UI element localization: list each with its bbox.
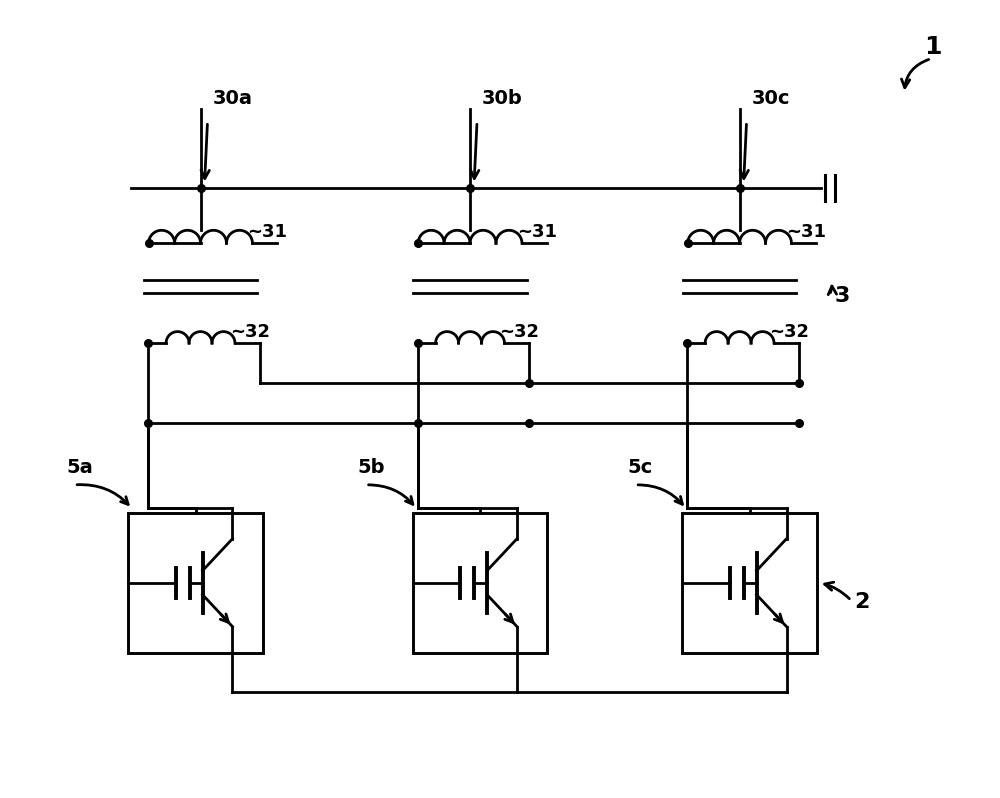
- Bar: [413, 513, 547, 653]
- Text: 5b: 5b: [358, 458, 385, 477]
- Text: ~31: ~31: [787, 223, 827, 241]
- Text: ~32: ~32: [500, 323, 540, 341]
- Text: ~32: ~32: [769, 323, 809, 341]
- Text: 3: 3: [834, 286, 850, 306]
- Bar: [682, 513, 817, 653]
- Bar: [128, 513, 263, 653]
- Text: ~31: ~31: [247, 223, 287, 241]
- Text: 30b: 30b: [482, 89, 523, 108]
- Text: 30c: 30c: [752, 89, 790, 108]
- Text: 30a: 30a: [213, 89, 253, 108]
- Text: 1: 1: [924, 34, 942, 58]
- Text: 2: 2: [854, 591, 870, 611]
- Text: ~31: ~31: [517, 223, 557, 241]
- Text: ~32: ~32: [230, 323, 270, 341]
- Text: 5a: 5a: [66, 458, 93, 477]
- Text: 5c: 5c: [627, 458, 653, 477]
